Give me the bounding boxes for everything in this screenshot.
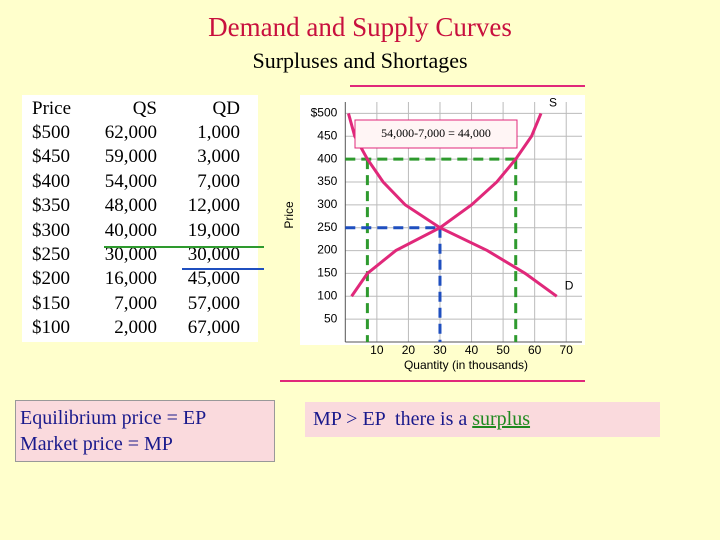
table-cell: $200 — [32, 268, 70, 290]
y-tick-label: 400 — [317, 151, 337, 165]
title: Demand and Supply Curves — [208, 12, 512, 42]
y-tick-label: 300 — [317, 197, 337, 211]
highlight: surplus — [472, 408, 531, 430]
table-cell: 67,000 — [187, 317, 240, 339]
x-tick-label: 10 — [370, 343, 384, 357]
table-cell: $150 — [32, 292, 70, 314]
series-label: S — [549, 96, 557, 110]
table-cell: $450 — [32, 146, 70, 168]
table-cell: $300 — [32, 219, 70, 241]
table-header: QS — [132, 98, 157, 119]
curve — [350, 112, 543, 298]
y-tick-label: 350 — [317, 174, 337, 188]
table-cell: $500 — [32, 122, 70, 143]
x-tick-label: 60 — [528, 343, 542, 357]
y-tick-label: 200 — [317, 243, 337, 257]
y-tick-label: 50 — [324, 311, 338, 325]
underline — [104, 246, 264, 248]
table-cell: 45,000 — [187, 268, 240, 290]
x-tick-label: 30 — [433, 343, 447, 357]
x-tick-label: 50 — [496, 343, 510, 357]
table-cell: 1,000 — [197, 122, 240, 143]
table-cell: 3,000 — [197, 146, 240, 168]
table-cell: 57,000 — [187, 292, 240, 314]
annotation: 54,000-7,000 = 44,000 — [381, 126, 491, 140]
statement-box: MP > EP there is a surplus — [305, 402, 660, 437]
table-cell: 59,000 — [104, 146, 157, 168]
y-tick-label: 250 — [317, 220, 337, 234]
y-tick-label: 450 — [317, 128, 337, 142]
x-tick-label: 20 — [402, 343, 416, 357]
table-cell: 54,000 — [104, 170, 157, 192]
series-label: D — [565, 278, 574, 292]
table-cell: 30,000 — [104, 244, 157, 265]
table-cell: 48,000 — [104, 195, 157, 217]
y-axis-label: Price — [282, 201, 296, 229]
table-cell: $350 — [32, 195, 70, 217]
y-tick-label: $500 — [311, 106, 338, 120]
table-cell: 30,000 — [187, 244, 240, 265]
table-header: Price — [32, 98, 72, 119]
table-cell: $400 — [32, 170, 70, 192]
underline — [182, 268, 264, 270]
y-tick-label: 150 — [317, 266, 337, 280]
table-cell: 40,000 — [104, 219, 157, 241]
x-axis-label: Quantity (in thousands) — [404, 358, 528, 372]
table-cell: 62,000 — [104, 122, 157, 143]
definition: Equilibrium price = EP — [20, 407, 207, 429]
table-cell: 16,000 — [104, 268, 157, 290]
table-cell: 7,000 — [197, 170, 240, 192]
x-tick-label: 70 — [560, 343, 574, 357]
table-header: QD — [212, 98, 240, 119]
y-tick-label: 100 — [317, 288, 337, 302]
table-cell: $250 — [32, 244, 70, 265]
annotation-box — [354, 119, 518, 149]
x-tick-label: 40 — [465, 343, 479, 357]
definitions-box: Equilibrium price = EP Market price = MP — [15, 400, 275, 462]
table-cell: 7,000 — [114, 292, 157, 314]
table: Price QS QD $500 62,000 1,000 $450 59,000 3,000 $… — [22, 95, 264, 342]
definition: Market price = MP — [20, 433, 173, 455]
statement: MP > EP there is a — [313, 408, 473, 430]
subtitle: Surpluses and Shortages — [252, 48, 468, 73]
table-cell: 12,000 — [187, 195, 240, 217]
table-cell: 19,000 — [187, 219, 240, 241]
table-cell: 2,000 — [114, 317, 157, 339]
table-cell: $100 — [32, 317, 70, 339]
